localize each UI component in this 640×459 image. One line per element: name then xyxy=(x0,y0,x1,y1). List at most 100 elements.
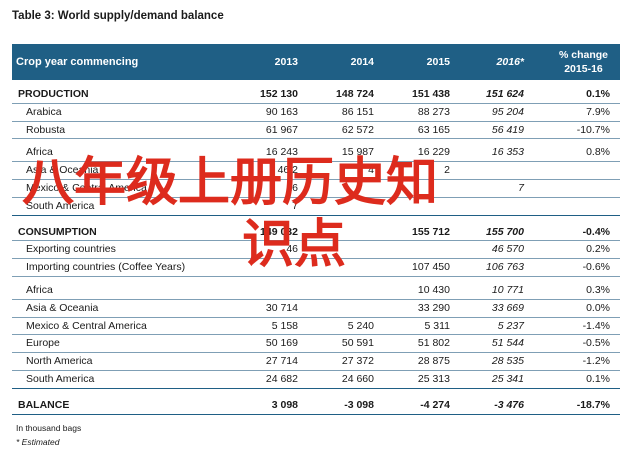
row-label: Asia & Oceania xyxy=(26,164,99,177)
cell: 152 130 xyxy=(260,88,298,100)
cell: 62 572 xyxy=(341,123,374,136)
cell: 95 204 xyxy=(491,105,524,118)
row-label: PRODUCTION xyxy=(18,88,89,100)
cell: 0.3% xyxy=(586,283,610,296)
table-row: South America 24 682 24 660 25 313 25 34… xyxy=(12,369,620,388)
header-2013: 2013 xyxy=(274,56,298,68)
header-2016: 2016* xyxy=(496,56,524,68)
cell: -10.7% xyxy=(576,123,610,136)
unit-note: In thousand bags xyxy=(16,423,82,433)
cell: 151 438 xyxy=(412,88,450,100)
cell: 16 229 xyxy=(417,146,450,159)
cell: 155 700 xyxy=(486,225,524,238)
cell: -3 098 xyxy=(344,398,374,411)
cell: 7.9% xyxy=(586,105,610,118)
cell: 24 682 xyxy=(265,372,298,385)
cell: 7 xyxy=(518,181,524,194)
row-label: South America xyxy=(26,199,95,212)
table-row: Exporting countries 46 46 570 0.2% xyxy=(12,240,620,258)
cell: 24 660 xyxy=(341,372,374,385)
table-row: South America 7 xyxy=(12,196,620,215)
cell: -18.7% xyxy=(576,398,610,411)
row-label: Importing countries (Coffee Years) xyxy=(26,261,186,274)
cell: 3 098 xyxy=(271,398,298,411)
supply-demand-table: Crop year commencing 2013 2014 2015 2016… xyxy=(12,44,620,417)
cell: 63 165 xyxy=(417,123,450,136)
cell: 50 169 xyxy=(265,337,298,350)
cell: 0.0% xyxy=(586,301,610,314)
cell: 50 591 xyxy=(341,337,374,350)
table-notes: In thousand bags * Estimated xyxy=(16,421,81,449)
cell: 155 712 xyxy=(412,225,450,238)
cell: -1.2% xyxy=(582,355,610,368)
table-row: Asia & Oceania 46 2 4 2 xyxy=(12,161,620,179)
cell: 151 624 xyxy=(486,88,524,100)
cell: 86 151 xyxy=(341,105,374,118)
header-2014: 2014 xyxy=(350,56,374,68)
cell: 16 353 xyxy=(491,146,524,159)
cell: 61 967 xyxy=(265,123,298,136)
header-crop-year: Crop year commencing xyxy=(16,56,139,68)
cell: 0.8% xyxy=(586,146,610,159)
row-label: CONSUMPTION xyxy=(18,225,97,238)
cell: 2 xyxy=(444,164,450,177)
cell: 30 714 xyxy=(265,301,298,314)
table-header: Crop year commencing 2013 2014 2015 2016… xyxy=(12,44,620,80)
header-change: % change 2015-16 xyxy=(559,44,608,80)
cell: 15 987 xyxy=(341,146,374,159)
cell: 10 771 xyxy=(491,283,524,296)
cell: -0.4% xyxy=(582,225,610,238)
cell: 51 544 xyxy=(491,337,524,350)
row-label: Europe xyxy=(26,337,60,350)
cell: 106 763 xyxy=(486,261,524,274)
row-label: Africa xyxy=(26,146,53,159)
table-row-production: PRODUCTION 152 130 148 724 151 438 151 6… xyxy=(12,86,620,103)
cell: 5 240 xyxy=(347,319,374,332)
cell: -0.6% xyxy=(582,261,610,274)
cell: 7 xyxy=(292,199,298,212)
table-row: Europe 50 169 50 591 51 802 51 544 -0.5% xyxy=(12,334,620,352)
row-label: Mexico & Central America xyxy=(26,181,147,194)
cell: 107 450 xyxy=(412,261,450,274)
cell: 4 xyxy=(368,164,374,177)
cell: 16 243 xyxy=(265,146,298,159)
cell: 51 802 xyxy=(417,337,450,350)
cell: 90 163 xyxy=(265,105,298,118)
cell: 56 419 xyxy=(491,123,524,136)
cell: 28 535 xyxy=(491,355,524,368)
cell: -1.4% xyxy=(582,319,610,332)
table-row: Africa 16 243 15 987 16 229 16 353 0.8% xyxy=(12,144,620,161)
row-label: North America xyxy=(26,355,93,368)
header-2015: 2015 xyxy=(426,56,450,68)
cell: 33 290 xyxy=(417,301,450,314)
cell: 0.2% xyxy=(586,243,610,256)
table-row: Importing countries (Coffee Years) 107 4… xyxy=(12,258,620,276)
row-label: South America xyxy=(26,372,95,385)
row-label: Africa xyxy=(26,283,53,296)
row-label: BALANCE xyxy=(18,398,70,411)
row-label: Arabica xyxy=(26,105,62,118)
table-row-balance: BALANCE 3 098 -3 098 -4 274 -3 476 -18.7… xyxy=(12,397,620,414)
cell: 46 570 xyxy=(491,243,524,256)
table-row: Mexico & Central America 16 7 xyxy=(12,178,620,197)
cell: -0.5% xyxy=(582,337,610,350)
cell: 25 313 xyxy=(417,372,450,385)
cell: 27 714 xyxy=(265,355,298,368)
table-row: Asia & Oceania 30 714 33 290 33 669 0.0% xyxy=(12,298,620,317)
cell: 5 158 xyxy=(271,319,298,332)
table-row: Africa 10 430 10 771 0.3% xyxy=(12,282,620,299)
estimated-note: * Estimated xyxy=(16,437,60,447)
table-row: Mexico & Central America 5 158 5 240 5 3… xyxy=(12,316,620,335)
table-row: Arabica 90 163 86 151 88 273 95 204 7.9% xyxy=(12,102,620,121)
cell: 10 430 xyxy=(417,283,450,296)
cell: 0.1% xyxy=(586,88,610,100)
cell: 148 724 xyxy=(336,88,374,100)
table-row: North America 27 714 27 372 28 875 28 53… xyxy=(12,352,620,370)
row-label: Asia & Oceania xyxy=(26,301,99,314)
cell: 88 273 xyxy=(417,105,450,118)
cell: 5 311 xyxy=(424,319,451,332)
header-change-line1: % change xyxy=(558,49,608,61)
row-label: Exporting countries xyxy=(26,243,116,256)
cell: 5 237 xyxy=(497,319,524,332)
cell: 33 669 xyxy=(491,301,524,314)
